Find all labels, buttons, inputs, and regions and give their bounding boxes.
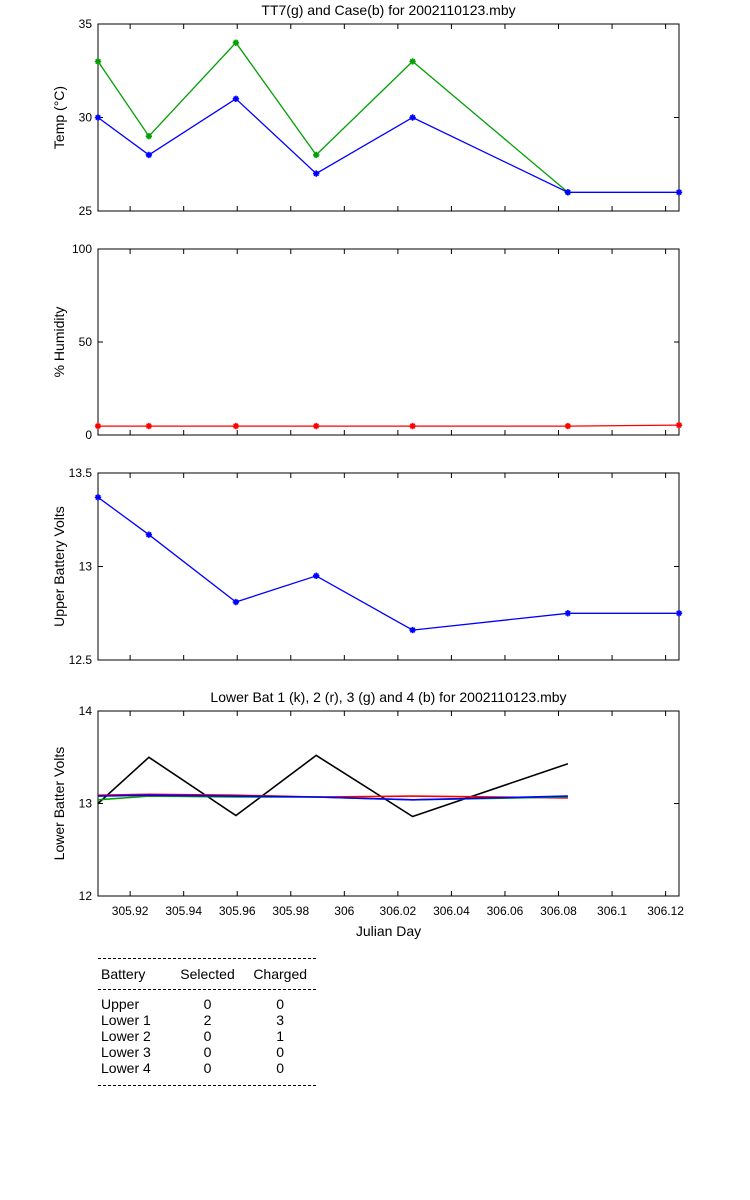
data-point [313, 422, 320, 430]
table-bottom-rule [98, 1085, 316, 1086]
row-selected: 0 [203, 1044, 212, 1060]
y-tick-label: 13.5 [69, 466, 93, 480]
table-row: Lower 1 2 3 [98, 1012, 318, 1028]
data-point [145, 531, 153, 538]
row-battery: Upper [101, 996, 140, 1012]
row-selected: 0 [203, 1060, 212, 1076]
row-battery: Lower 2 [101, 1028, 151, 1044]
data-point [409, 114, 416, 121]
x-tick-label: 306.04 [433, 904, 470, 918]
y-tick-label: 30 [79, 111, 93, 125]
y-tick-label: 100 [72, 242, 92, 256]
data-point [232, 598, 240, 606]
x-tick-label: 306.12 [647, 904, 684, 918]
row-charged: 1 [276, 1028, 285, 1044]
row-charged: 0 [276, 1060, 285, 1076]
y-tick-label: 25 [79, 204, 93, 218]
data-point [145, 151, 153, 159]
data-point [94, 114, 102, 121]
y-tick-label: 12.5 [69, 653, 93, 667]
y-tick-label: 13 [79, 560, 93, 574]
y-tick-label: 13 [79, 797, 93, 811]
data-point [564, 610, 572, 617]
x-tick-label: 306.02 [380, 904, 417, 918]
battery-table: Battery Selected Charged Upper 0 0 Lower… [98, 958, 318, 1086]
table-row: Upper 0 0 [98, 996, 318, 1012]
data-point [232, 422, 240, 430]
series-line-4-4 [97, 794, 568, 801]
data-point [94, 494, 102, 501]
table-row: Lower 3 0 0 [98, 1044, 318, 1060]
x-tick-label: 306.06 [487, 904, 524, 918]
header-selected: Selected [180, 966, 235, 982]
data-point [675, 610, 683, 617]
series-line-1-1 [97, 41, 569, 193]
y-tick-label: 0 [85, 428, 92, 442]
x-tick-label: 306 [334, 904, 354, 918]
data-point [145, 422, 153, 430]
chart-title-4: Lower Bat 1 (k), 2 (r), 3 (g) and 4 (b) … [210, 689, 566, 705]
y-axis-label-3: Upper Battery Volts [51, 506, 67, 627]
series-line-2-1 [98, 424, 680, 427]
y-tick-label: 50 [79, 335, 93, 349]
data-point [409, 58, 416, 65]
y-axis-label-4: Lower Batter Volts [51, 747, 67, 861]
data-point [94, 58, 102, 65]
row-charged: 0 [276, 996, 285, 1012]
x-tick-label: 305.94 [165, 904, 202, 918]
data-point [145, 133, 153, 140]
row-battery: Lower 4 [101, 1060, 151, 1076]
data-point [313, 170, 320, 177]
row-selected: 0 [203, 996, 212, 1012]
row-selected: 0 [203, 1028, 212, 1044]
x-tick-label: 306.1 [597, 904, 627, 918]
x-tick-label: 305.98 [272, 904, 309, 918]
row-charged: 3 [276, 1012, 285, 1028]
series-line-1-2 [97, 97, 679, 193]
x-tick-label: 305.92 [112, 904, 149, 918]
y-axis-label-2: % Humidity [51, 307, 67, 378]
series-line-3-1 [97, 496, 679, 631]
header-charged: Charged [253, 966, 308, 982]
y-tick-label: 14 [79, 704, 93, 718]
data-point [232, 95, 240, 102]
data-point [675, 189, 683, 196]
data-point [313, 572, 320, 580]
data-point [94, 422, 102, 430]
plot-frame-4 [97, 710, 680, 897]
row-battery: Lower 3 [101, 1044, 151, 1060]
x-tick-label: 305.96 [219, 904, 256, 918]
table-row: Lower 2 0 1 [98, 1028, 318, 1044]
row-selected: 2 [203, 1012, 212, 1028]
series-line-4-1 [97, 754, 569, 818]
y-tick-label: 35 [79, 17, 93, 31]
chart-title-1: TT7(g) and Case(b) for 2002110123.mby [261, 2, 515, 18]
x-tick-label: 306.08 [540, 904, 577, 918]
data-point [313, 151, 320, 159]
data-point [675, 421, 683, 429]
data-point [409, 422, 416, 430]
row-charged: 0 [276, 1044, 285, 1060]
data-point [564, 189, 572, 196]
data-point [564, 422, 572, 430]
table-header-rule [98, 989, 316, 990]
y-tick-label: 12 [79, 889, 93, 903]
y-axis-label-1: Temp (°C) [51, 86, 67, 149]
plot-frame-2 [97, 248, 680, 436]
plot-frame-3 [97, 472, 680, 661]
table-header-row: Battery Selected Charged [98, 959, 318, 989]
data-point [409, 626, 416, 634]
table-row: Lower 4 0 0 [98, 1060, 318, 1076]
header-battery: Battery [101, 966, 146, 982]
plot-frame-1 [97, 23, 680, 212]
x-axis-label: Julian Day [356, 923, 421, 939]
data-point [232, 39, 240, 46]
table-top-rule [98, 958, 316, 959]
row-battery: Lower 1 [101, 1012, 151, 1028]
